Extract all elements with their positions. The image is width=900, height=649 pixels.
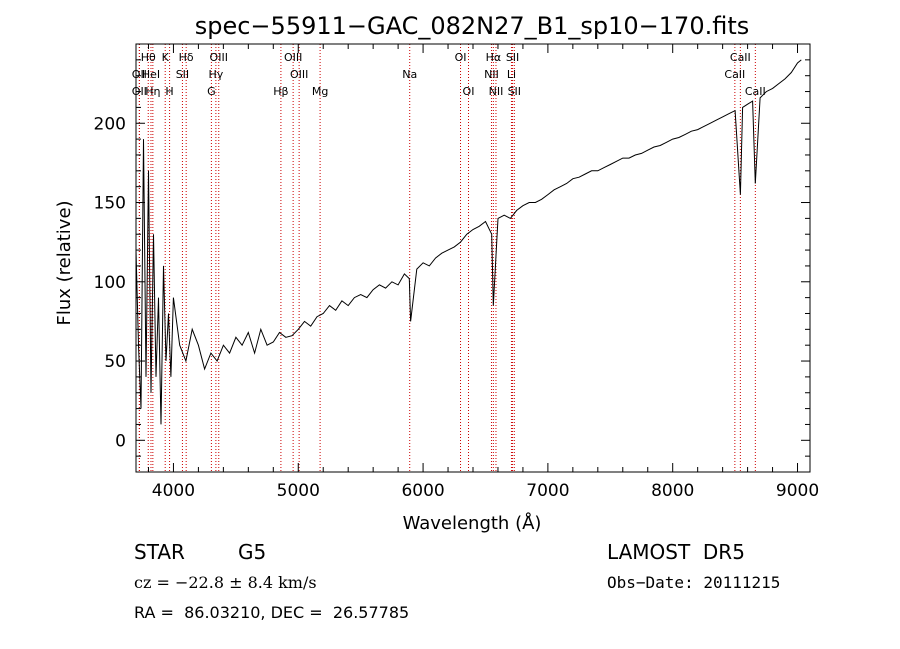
spectral-line-label: G xyxy=(207,85,216,98)
x-tick-label: 4000 xyxy=(152,481,195,501)
spectral-line-label: K xyxy=(162,51,170,64)
spectral-line-label: Hγ xyxy=(208,68,223,81)
x-tick-label: 9000 xyxy=(776,481,819,501)
x-axis-ticks: 4000 5000 6000 7000 8000 9000 xyxy=(147,44,819,501)
spectral-line-label: OIII xyxy=(284,51,302,64)
observation-date: Obs−Date: 20111215 xyxy=(607,573,781,592)
x-tick-label: 6000 xyxy=(401,481,444,501)
spectral-line-label: SII xyxy=(508,85,521,98)
spectral-line-label: OI xyxy=(463,85,475,98)
survey-name: LAMOST DR5 xyxy=(607,540,745,564)
y-tick-label: 50 xyxy=(104,352,126,372)
x-axis-label: Wavelength (Å) xyxy=(403,512,542,534)
spectral-line-label: Hα xyxy=(486,51,502,64)
spectral-line-label: NII xyxy=(489,85,504,98)
y-axis-label: Flux (relative) xyxy=(54,200,75,325)
spectral-line-label: SII xyxy=(176,68,189,81)
spectral-line-label: Hη xyxy=(145,85,160,98)
spectral-line-label: SII xyxy=(506,51,519,64)
spectral-line-label: Hβ xyxy=(273,85,288,98)
spectral-line-label: CaII xyxy=(730,51,751,64)
spectrum-series-line xyxy=(135,59,802,425)
y-axis-ticks: 0 50 100 150 200 xyxy=(94,59,810,457)
spectral-line-label: H xyxy=(165,85,173,98)
spectral-line-label: Na xyxy=(402,68,417,81)
spectral-line-label: Mg xyxy=(312,85,328,98)
y-tick-label: 0 xyxy=(115,431,126,451)
velocity-value: cz = −22.8 ± 8.4 km/s xyxy=(134,573,317,592)
spectral-line-label: CaII xyxy=(745,85,766,98)
spectral-line-label: CaII xyxy=(724,68,745,81)
spectral-line-label: Li xyxy=(507,68,516,81)
spectral-line-label: OI xyxy=(455,51,467,64)
coordinates: RA = 86.03210, DEC = 26.57785 xyxy=(134,603,410,622)
spectral-line-label: NII xyxy=(484,68,499,81)
object-class: STAR xyxy=(134,540,185,564)
spectral-line-label: Hδ xyxy=(179,51,194,64)
x-tick-label: 5000 xyxy=(277,481,320,501)
plot-frame xyxy=(135,43,811,473)
x-tick-label: 8000 xyxy=(651,481,694,501)
y-tick-label: 100 xyxy=(94,273,126,293)
spectral-line-label: HeI xyxy=(142,68,160,81)
spectral-line-markers xyxy=(138,44,756,472)
y-tick-label: 200 xyxy=(94,114,126,134)
object-subclass: G5 xyxy=(238,540,267,564)
spectral-line-label: OIII xyxy=(210,51,228,64)
spectral-line-label: Hθ xyxy=(141,51,156,64)
chart-title: spec−55911−GAC_082N27_B1_sp10−170.fits xyxy=(195,12,750,40)
y-tick-label: 150 xyxy=(94,194,126,214)
x-tick-label: 7000 xyxy=(526,481,569,501)
spectral-line-label: OIII xyxy=(290,68,308,81)
